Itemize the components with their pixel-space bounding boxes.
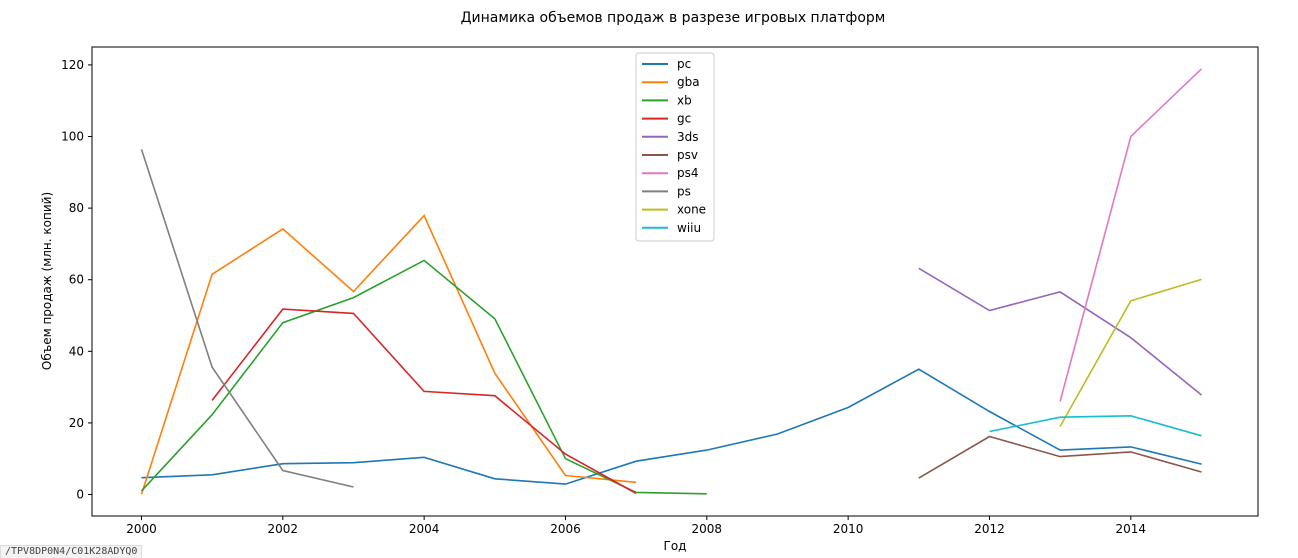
x-tick-label: 2000: [126, 522, 157, 536]
series-line-ps4: [1059, 68, 1203, 402]
y-tick-label: 100: [61, 130, 84, 144]
legend-label-3ds: 3ds: [677, 130, 699, 144]
y-tick-label: 80: [69, 201, 84, 215]
x-tick-label: 2004: [409, 522, 440, 536]
legend-label-pc: pc: [677, 57, 691, 71]
y-tick-label: 20: [69, 416, 84, 430]
legend-label-wiiu: wiiu: [677, 221, 701, 235]
footer-tag: /TPV8DP0N4/C01K28ADYQ0: [0, 545, 143, 558]
series-line-gc: [211, 308, 637, 495]
x-tick-label: 2002: [268, 522, 299, 536]
chart-title: Динамика объемов продаж в разрезе игровы…: [461, 10, 886, 26]
y-axis-ticks: 0 20 40 60 80 100 120: [61, 58, 92, 502]
x-axis-ticks: 2000 2002 2004 2006 2008 2010 2012 2014: [126, 516, 1146, 536]
x-tick-label: 2006: [550, 522, 581, 536]
series-line-xone: [1059, 278, 1202, 427]
series-line-3ds: [918, 267, 1203, 396]
y-axis-label: Объем продаж (млн. копий): [40, 192, 54, 370]
legend-label-gba: gba: [677, 75, 700, 89]
x-tick-label: 2010: [833, 522, 864, 536]
legend-label-gc: gc: [677, 112, 691, 126]
series-line-pc: [141, 368, 1202, 485]
legend-label-xone: xone: [677, 203, 706, 217]
series-line-gba: [140, 214, 637, 495]
series-line-psv: [918, 435, 1202, 479]
y-tick-label: 60: [69, 273, 84, 287]
legend: pc gba xb gc 3ds psv ps4 ps xone wiiu: [635, 52, 715, 242]
legend-label-ps4: ps4: [677, 166, 699, 180]
y-tick-label: 40: [69, 344, 84, 358]
legend-label-psv: psv: [677, 148, 698, 162]
y-tick-label: 0: [76, 488, 84, 502]
series-line-wiiu: [989, 414, 1202, 437]
legend-label-xb: xb: [677, 93, 692, 107]
y-tick-label: 120: [61, 58, 84, 72]
x-axis-label: Год: [664, 539, 687, 553]
x-tick-label: 2012: [974, 522, 1005, 536]
x-tick-label: 2008: [692, 522, 723, 536]
legend-label-ps: ps: [677, 184, 691, 198]
x-tick-label: 2014: [1116, 522, 1147, 536]
series-line-ps: [140, 149, 354, 488]
series-lines: [140, 68, 1203, 495]
